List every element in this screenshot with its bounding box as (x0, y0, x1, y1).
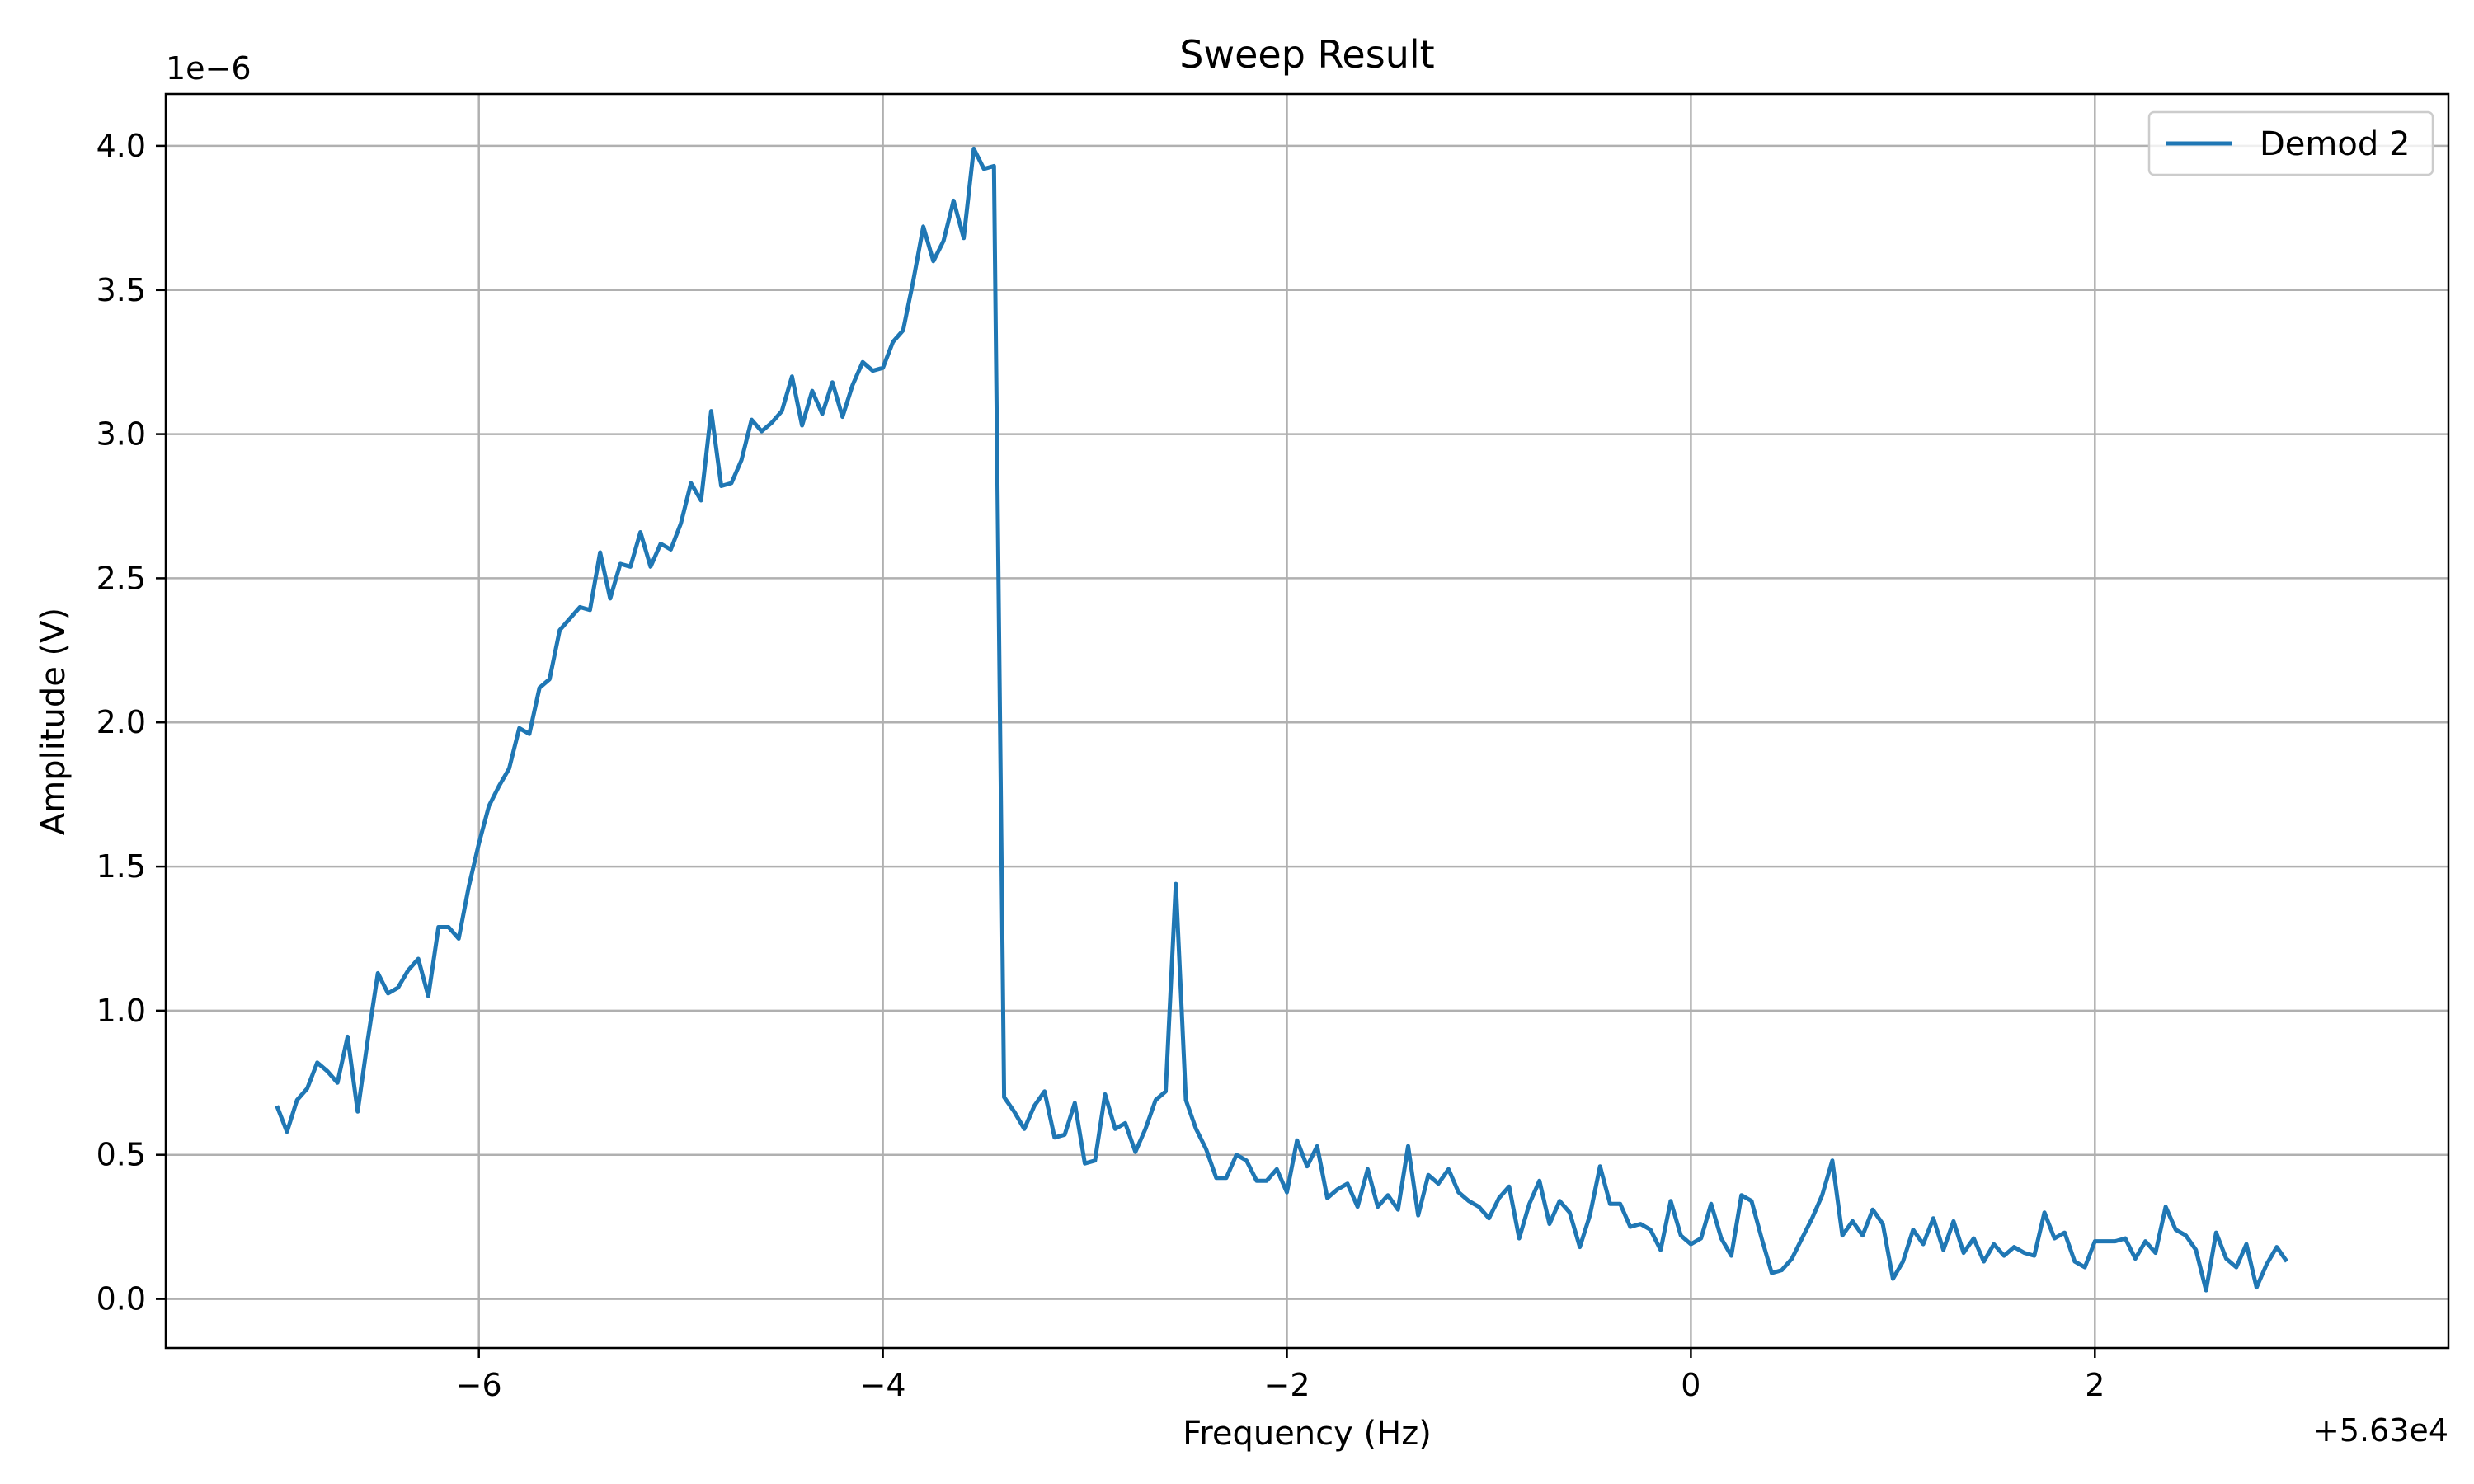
axis-ticks: −6 −4 −2 0 2 0.0 0.5 1.0 1.5 2.0 2.5 3.0 3.5 4.0 (96, 128, 2105, 1403)
y-tick-label: 0.0 (96, 1281, 146, 1317)
legend-label-demod-2: Demod 2 (2260, 125, 2410, 163)
x-tick-label: 2 (2085, 1367, 2105, 1403)
y-tick-label: 0.5 (96, 1137, 146, 1173)
x-tick-label: −2 (1263, 1367, 1310, 1403)
y-tick-label: 3.0 (96, 416, 146, 453)
chart-title: Sweep Result (1179, 32, 1434, 77)
x-axis-label: Frequency (Hz) (1183, 1415, 1432, 1453)
y-tick-label: 3.5 (96, 272, 146, 308)
series-line-demod-2 (275, 146, 2289, 1293)
y-tick-label: 1.0 (96, 993, 146, 1029)
grid-lines (166, 94, 2448, 1348)
y-tick-label: 4.0 (96, 128, 146, 164)
legend: Demod 2 (2147, 110, 2434, 176)
y-tick-label: 1.5 (96, 848, 146, 885)
y-axis-label: Amplitude (V) (35, 608, 73, 835)
x-tick-label: 0 (1681, 1367, 1700, 1403)
y-tick-label: 2.0 (96, 704, 146, 740)
x-tick-label: −6 (456, 1367, 502, 1403)
legend-box (2147, 110, 2434, 176)
series-layer (275, 146, 2289, 1293)
x-offset-label: +5.63e4 (2313, 1412, 2448, 1449)
x-tick-label: −4 (860, 1367, 906, 1403)
y-scale-label: 1e−6 (166, 50, 252, 87)
plot-area-frame (164, 92, 2450, 1350)
y-tick-label: 2.5 (96, 560, 146, 596)
